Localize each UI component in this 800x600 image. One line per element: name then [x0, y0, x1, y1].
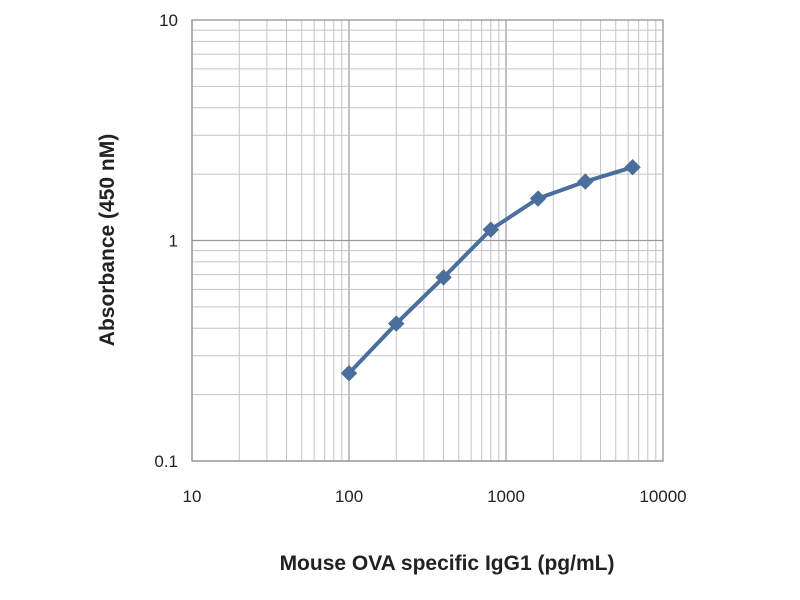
series-layer [340, 158, 641, 382]
y-tick-label: 0.1 [154, 452, 178, 471]
y-tick-label: 10 [159, 11, 178, 30]
x-axis-title: Mouse OVA specific IgG1 (pg/mL) [280, 552, 615, 575]
x-tick-label: 100 [335, 487, 363, 506]
x-tick-label: 10000 [639, 487, 686, 506]
data-point-marker [388, 315, 405, 332]
y-tick-label: 1 [169, 232, 178, 251]
data-point-marker [482, 221, 499, 238]
data-point-marker [577, 173, 594, 190]
data-point-marker [435, 269, 452, 286]
x-tick-label: 1000 [487, 487, 525, 506]
x-tick-label: 10 [183, 487, 202, 506]
data-point-marker [340, 365, 358, 382]
y-axis-title: Absorbance (450 nM) [96, 134, 119, 346]
tick-labels: 10 100 1000 10000 0.1 1 10 [154, 11, 686, 506]
data-point-marker [529, 190, 547, 207]
grid [191, 20, 663, 462]
data-point-marker [624, 158, 641, 176]
plot-area-border [191, 19, 664, 462]
